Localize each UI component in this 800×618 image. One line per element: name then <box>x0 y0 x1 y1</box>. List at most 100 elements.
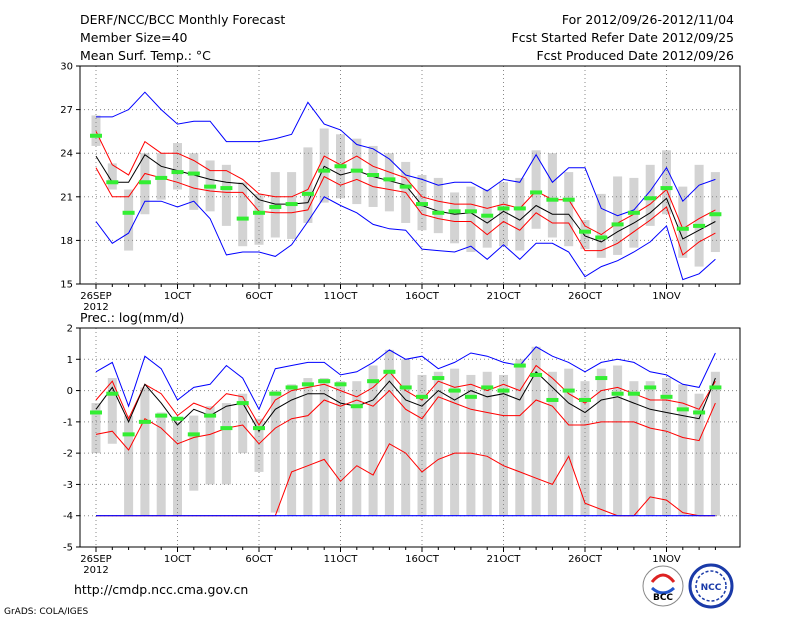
temp-obs-marker-32 <box>611 222 624 227</box>
temp-obs-marker-29 <box>562 197 575 202</box>
temp-box-34 <box>645 164 655 226</box>
temp-obs-marker-16 <box>350 168 363 173</box>
temp-obs-marker-21 <box>432 210 445 215</box>
source-url: http://cmdp.ncc.cma.gov.cn <box>74 582 248 597</box>
temp-xtick-label-4: 16OCT <box>405 291 440 302</box>
temp-xtick-label-2: 6OCT <box>245 291 273 302</box>
prec-obs-marker-3 <box>138 419 151 424</box>
prec-obs-marker-13 <box>301 382 314 387</box>
prec-box-13 <box>303 378 313 516</box>
prec-box-4 <box>156 412 166 516</box>
prec-obs-marker-30 <box>579 397 591 402</box>
temp-xtick-label-5: 21OCT <box>487 291 522 302</box>
prec-obs-marker-25 <box>497 388 510 393</box>
chart-title: DERF/NCC/BCC Monthly Forecast <box>80 12 285 27</box>
prec-box-16 <box>352 381 362 516</box>
temp-obs-marker-36 <box>676 226 689 231</box>
prec-xtick-label-2: 6OCT <box>245 554 273 565</box>
prec-obs-marker-5 <box>171 416 184 421</box>
temp-obs-marker-8 <box>220 186 233 191</box>
prec-obs-marker-10 <box>253 426 265 431</box>
prec-box-37 <box>694 393 704 516</box>
temp-obs-marker-2 <box>122 210 135 215</box>
prec-obs-marker-14 <box>318 379 331 384</box>
prec-ytick-label-0: -5 <box>63 543 73 554</box>
temp-obs-marker-25 <box>497 206 510 211</box>
prec-box-9 <box>238 393 248 454</box>
temp-box-21 <box>433 177 443 234</box>
temp-obs-marker-5 <box>171 170 184 175</box>
prec-xtick-label-6: 26OCT <box>568 554 603 565</box>
started-date-label: Fcst Started Refer Date 2012/09/25 <box>512 30 735 45</box>
temp-obs-marker-9 <box>236 216 249 221</box>
prec-obs-marker-18 <box>383 369 396 374</box>
prec-box-3 <box>140 387 150 516</box>
prec-xtick-label-4: 16OCT <box>405 554 440 565</box>
prec-obs-marker-1 <box>106 391 119 396</box>
temp-box-6 <box>189 153 199 210</box>
prec-box-24 <box>482 371 492 516</box>
temp-obs-marker-12 <box>285 202 298 207</box>
prec-obs-marker-28 <box>546 397 559 402</box>
temp-ytick-label-4: 27 <box>60 105 73 116</box>
temp-box-8 <box>221 164 231 226</box>
prec-obs-marker-9 <box>236 401 249 406</box>
prec-box-11 <box>270 390 280 513</box>
prec-box-27 <box>531 346 541 516</box>
prec-obs-marker-2 <box>122 432 135 437</box>
temp-ytick-label-0: 15 <box>60 280 73 291</box>
temp-box-28 <box>547 153 557 238</box>
prec-box-21 <box>433 371 443 516</box>
prec-obs-marker-11 <box>269 391 282 396</box>
prec-frame <box>79 327 741 548</box>
bcc-logo-text: BCC <box>653 593 673 603</box>
prec-box-28 <box>547 371 557 516</box>
bcc-logo: BCC <box>642 565 684 607</box>
temp-obs-marker-28 <box>546 197 559 202</box>
prec-box-8 <box>221 403 231 485</box>
temp-xtick-label-1: 1OCT <box>164 291 192 302</box>
prec-box-29 <box>564 368 574 516</box>
temp-series-max <box>96 91 716 217</box>
prec-box-12 <box>287 384 297 516</box>
prec-obs-marker-38 <box>709 385 722 390</box>
temp-obs-marker-27 <box>530 190 543 195</box>
prec-obs-marker-22 <box>448 388 461 393</box>
temp-obs-marker-4 <box>155 175 168 180</box>
prec-obs-marker-15 <box>334 382 347 387</box>
temp-ytick-label-5: 30 <box>60 62 73 73</box>
prec-obs-marker-8 <box>220 426 233 431</box>
prec-ytick-label-1: -4 <box>63 511 73 522</box>
prec-obs-marker-16 <box>350 404 363 409</box>
prec-box-33 <box>629 381 639 516</box>
prec-ytick-label-7: 2 <box>67 324 73 335</box>
prec-ytick-label-5: 0 <box>67 386 73 397</box>
prec-obs-marker-21 <box>432 376 445 381</box>
temp-xtick-label-3: 11OCT <box>324 291 359 302</box>
prec-obs-marker-32 <box>611 391 624 396</box>
temp-box-11 <box>270 172 280 238</box>
temp-ytick-label-3: 24 <box>60 149 73 160</box>
temp-obs-marker-37 <box>693 223 706 228</box>
temp-box-37 <box>694 164 704 267</box>
temp-obs-marker-11 <box>269 204 282 209</box>
temp-obs-marker-1 <box>106 180 119 185</box>
temp-box-14 <box>319 128 329 203</box>
temp-obs-marker-33 <box>627 210 640 215</box>
temp-obs-marker-18 <box>383 177 396 182</box>
prec-series-p10 <box>95 389 716 451</box>
prec-xtick-label-1: 1OCT <box>164 554 192 565</box>
prec-obs-marker-24 <box>481 385 494 390</box>
prec-obs-marker-4 <box>155 413 168 418</box>
prec-obs-marker-34 <box>644 385 657 390</box>
temp-box-18 <box>384 153 394 212</box>
temp-box-27 <box>531 150 541 229</box>
prec-box-34 <box>645 381 655 516</box>
variable-label-precipitation: Prec.: log(mm/d) <box>80 310 184 325</box>
temp-box-13 <box>303 147 313 223</box>
temp-obs-marker-26 <box>513 206 526 211</box>
forecast-period-label: For 2012/09/26-2012/11/04 <box>562 12 734 27</box>
variable-label-temperature: Mean Surf. Temp.: °C <box>80 48 211 63</box>
